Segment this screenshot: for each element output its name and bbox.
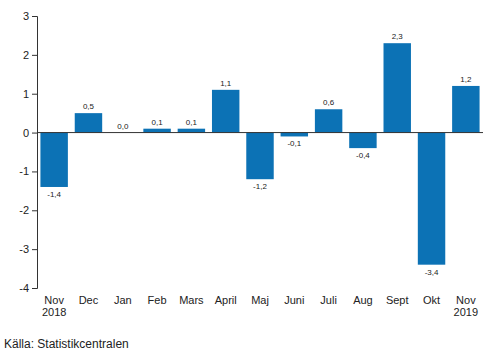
x-tick-label: Jan: [114, 294, 132, 306]
y-tick-mark: [32, 133, 37, 134]
y-tick: -3: [19, 243, 37, 255]
x-tick-label-line: Maj: [251, 294, 269, 306]
y-axis-line: [32, 17, 38, 289]
x-tick-label-line: Nov: [44, 294, 64, 306]
y-tick-mark: [32, 249, 37, 250]
bar: [40, 133, 67, 187]
x-tick-label: Aug: [353, 294, 373, 306]
x-tick-label-line: Feb: [148, 294, 167, 306]
data-label: -1,2: [253, 182, 267, 191]
y-tick: -4: [19, 282, 37, 294]
data-label: -0,1: [287, 139, 301, 148]
x-tick-label: Sept: [386, 294, 409, 306]
x-tick-label-line: Okt: [423, 294, 440, 306]
x-tick-label-line: Juli: [320, 294, 337, 306]
chart: -4-3-2-10123Nov2018DecJanFebMarsAprilMaj…: [0, 0, 493, 360]
x-axis: Nov2018DecJanFebMarsAprilMajJuniJuliAugS…: [42, 294, 478, 319]
x-tick-label-line: Jan: [114, 294, 132, 306]
plot: -4-3-2-10123Nov2018DecJanFebMarsAprilMaj…: [19, 10, 483, 318]
y-tick-mark: [32, 171, 37, 172]
bar: [418, 133, 445, 265]
x-tick-label-line: 2018: [42, 306, 66, 318]
x-tick: Dec: [79, 294, 99, 306]
y-tick-mark: [32, 288, 37, 289]
data-label: -3,4: [425, 268, 439, 277]
x-tick: Maj: [251, 294, 269, 306]
y-tick: 0: [23, 127, 37, 139]
bar: [212, 90, 239, 133]
data-label: 0,6: [323, 98, 335, 107]
data-labels: -1,4 0,5 0,0 0,1 0,1 1,1 -1,2 -0,1 0,6 -0,4 2,3 -3,…: [47, 32, 472, 276]
bar: [384, 43, 411, 132]
bar: [178, 129, 205, 133]
bar: [143, 129, 170, 133]
x-tick: Nov2018: [42, 294, 66, 319]
x-tick: Sept: [386, 294, 409, 306]
data-label: 0,5: [83, 102, 95, 111]
data-label: 0,0: [117, 122, 129, 131]
y-tick-mark: [32, 16, 37, 17]
x-tick-label: Nov2019: [454, 294, 478, 319]
y-tick-mark: [32, 210, 37, 211]
x-tick: April: [215, 294, 237, 306]
x-tick-label: Okt: [423, 294, 440, 306]
y-tick: -2: [19, 204, 37, 216]
data-label: 2,3: [392, 32, 404, 41]
source: Källa: Statistikcentralen: [4, 337, 129, 351]
bar: [281, 133, 308, 137]
data-label: 0,1: [152, 118, 164, 127]
bar: [246, 133, 273, 180]
bar: [452, 86, 479, 133]
data-label: 1,1: [220, 79, 232, 88]
x-tick-label: Nov2018: [42, 294, 66, 319]
y-tick-label: 3: [23, 10, 29, 22]
y-axis: -4 -3 -2 -1 0 1 2 3: [19, 10, 37, 294]
x-tick: Aug: [353, 294, 373, 306]
bars: [40, 43, 479, 264]
x-tick-label-line: 2019: [454, 306, 478, 318]
data-label: -0,4: [356, 151, 370, 160]
x-tick: Nov2019: [454, 294, 478, 319]
x-tick-label: Mars: [179, 294, 204, 306]
x-tick: Jan: [114, 294, 132, 306]
y-tick-label: -1: [19, 165, 29, 177]
data-label: 0,1: [186, 118, 198, 127]
x-tick-label-line: Dec: [79, 294, 99, 306]
x-tick: Juli: [320, 294, 337, 306]
x-tick-label-line: Sept: [386, 294, 409, 306]
x-tick-label-line: April: [215, 294, 237, 306]
x-tick: Mars: [179, 294, 204, 306]
x-tick-label: April: [215, 294, 237, 306]
y-tick-mark: [32, 55, 37, 56]
x-tick-label-line: Mars: [179, 294, 204, 306]
bar: [75, 113, 102, 132]
y-tick-label: 2: [23, 49, 29, 61]
x-tick-label-line: Aug: [353, 294, 373, 306]
x-tick: Juni: [284, 294, 304, 306]
zero-line: [37, 132, 483, 133]
y-tick: -1: [19, 165, 37, 177]
x-tick: Feb: [148, 294, 167, 306]
y-tick-label: -2: [19, 204, 29, 216]
y-tick-label: -4: [19, 282, 29, 294]
x-tick: Okt: [423, 294, 440, 306]
x-tick-label: Maj: [251, 294, 269, 306]
x-tick-label: Juli: [320, 294, 337, 306]
bar: [315, 109, 342, 132]
x-tick-label: Feb: [148, 294, 167, 306]
y-tick: 3: [23, 10, 37, 22]
data-label: 1,2: [460, 75, 472, 84]
x-tick-label: Dec: [79, 294, 99, 306]
x-tick-label-line: Nov: [456, 294, 476, 306]
y-tick-label: -3: [19, 243, 29, 255]
y-tick-mark: [32, 94, 37, 95]
bar: [349, 133, 376, 149]
x-tick-label: Juni: [284, 294, 304, 306]
y-tick: 1: [23, 88, 37, 100]
y-tick-label: 1: [23, 88, 29, 100]
data-label: -1,4: [47, 190, 61, 199]
x-tick-label-line: Juni: [284, 294, 304, 306]
y-tick-label: 0: [23, 127, 29, 139]
y-tick: 2: [23, 49, 37, 61]
